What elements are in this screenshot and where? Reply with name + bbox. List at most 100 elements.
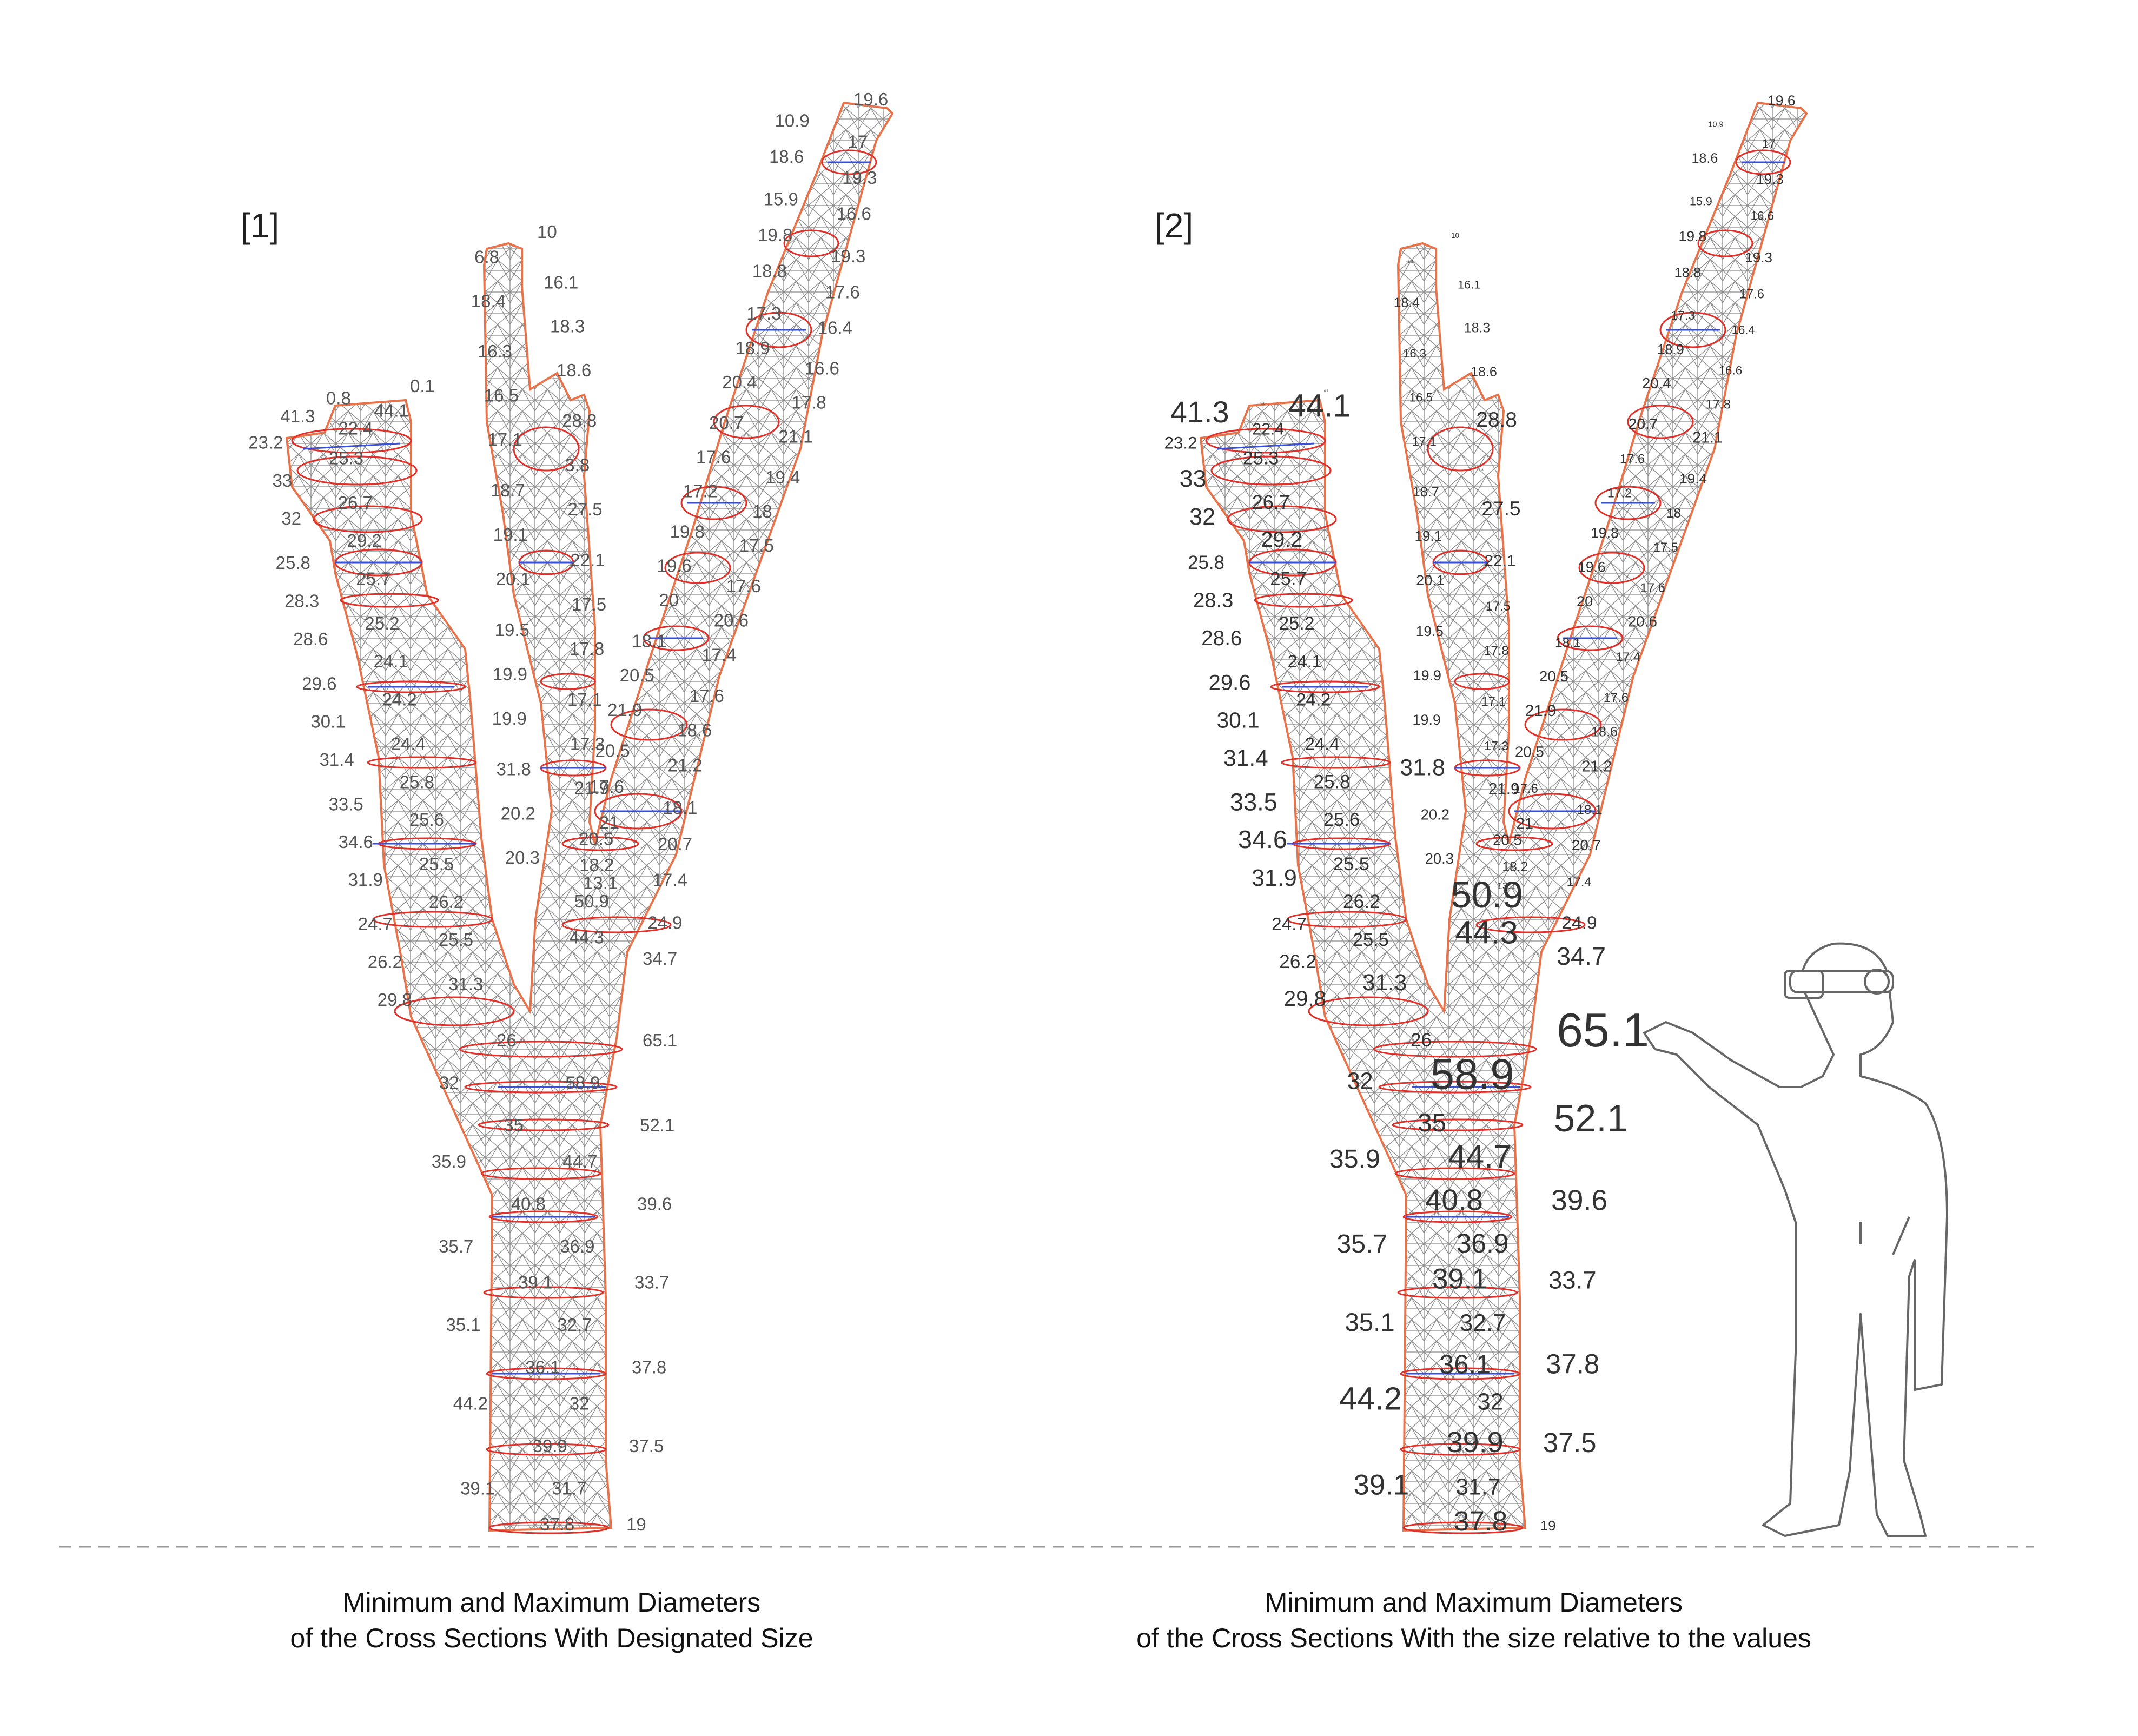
diameter-label-right-branch: 24.9	[1561, 913, 1597, 933]
diameter-label-right-branch: 44.3	[569, 927, 604, 947]
diameter-label-left-branch: 30.1	[1217, 708, 1260, 733]
diameter-label-trunk-right: 37.8	[1546, 1349, 1599, 1380]
panel-1-tag: [1]	[241, 206, 280, 245]
diameter-label-left-branch: 26.2	[1343, 891, 1380, 912]
diameter-label-right-branch: 19.4	[765, 467, 800, 487]
diameter-label-trunk-left: 39.9	[533, 1436, 567, 1456]
diameter-label-right-branch: 18.6	[1691, 151, 1718, 166]
diameter-label-middle-branch: 16.3	[1403, 347, 1426, 360]
diameter-label-right-branch: 19.8	[1678, 228, 1706, 244]
diameter-label-left-branch: 25.8	[276, 553, 310, 573]
diameter-label-left-branch: 30.1	[310, 712, 345, 732]
diameter-label-right-branch: 34.7	[1557, 942, 1606, 970]
diameter-label-trunk-left: 40.8	[511, 1194, 546, 1214]
diameter-label-right-branch: 19.6	[1768, 92, 1796, 109]
diameter-label-left-branch: 25.6	[409, 810, 444, 830]
diameter-label-right-branch: 34.7	[643, 949, 677, 969]
diameter-label-left-branch: 26.2	[1279, 951, 1316, 972]
diameter-label-right-branch: 17	[1762, 137, 1776, 151]
diameter-label-trunk-right: 44.7	[562, 1151, 597, 1171]
diameter-label-right-branch: 16.6	[1751, 209, 1775, 223]
diameter-label-right-branch: 17	[848, 132, 868, 152]
diameter-label-left-branch: 26.2	[429, 892, 464, 912]
diameter-label-left-branch: 28.6	[1201, 627, 1242, 650]
diameter-label-right-branch: 18.6	[1591, 725, 1618, 740]
diameter-label-trunk-right: 58.9	[1431, 1050, 1514, 1098]
diameter-label-middle-branch: 18.7	[491, 480, 525, 500]
diameter-label-middle-branch: 16.5	[1409, 390, 1433, 404]
diameter-label-left-branch: 29.2	[1261, 528, 1303, 552]
diameter-label-trunk-right: 36.9	[1457, 1228, 1509, 1258]
diameter-label-trunk-left: 26	[497, 1030, 517, 1050]
diameter-label-left-branch: 32	[1189, 504, 1215, 530]
diameter-label-right-branch: 21	[1516, 816, 1533, 833]
diameter-label-right-branch: 24.9	[647, 912, 682, 932]
diameter-label-trunk-left: 32	[439, 1073, 459, 1093]
diameter-label-right-branch: 19.3	[1745, 249, 1772, 266]
diameter-label-trunk-left: 35.7	[439, 1236, 473, 1256]
diameter-label-right-branch: 19.8	[670, 522, 705, 542]
diameter-label-right-branch: 20.7	[658, 834, 692, 854]
diameter-label-right-branch: 21.9	[1525, 702, 1557, 720]
diameter-label-right-branch: 17.2	[683, 481, 718, 501]
diameter-label-left-branch: 34.6	[339, 832, 373, 852]
diameter-label-right-branch: 15.9	[1690, 195, 1712, 208]
diameter-label-left-branch: 22.4	[1252, 421, 1284, 439]
diameter-label-trunk-right: 52.1	[1554, 1097, 1628, 1139]
diameter-label-left-branch: 24.7	[358, 914, 393, 934]
diameter-label-trunk-left: 44.2	[1339, 1380, 1402, 1416]
diameter-label-left-branch: 25.5	[1353, 930, 1389, 950]
diameter-label-middle-branch: 3.8	[565, 455, 590, 475]
diameter-label-trunk-left: 36.1	[1439, 1350, 1491, 1380]
diameter-label-middle-branch: 17.8	[1484, 644, 1509, 658]
diameter-label-middle-branch: 16.5	[484, 385, 519, 405]
diameter-label-left-branch: 0.8	[1260, 402, 1265, 406]
diameter-label-left-branch: 41.3	[280, 406, 315, 426]
diameter-label-middle-branch: 20.3	[1425, 850, 1454, 867]
diameter-label-middle-branch: 31.8	[1400, 755, 1445, 781]
diameter-label-right-branch: 10.9	[1708, 120, 1724, 129]
diameter-label-trunk-right: 36.9	[560, 1236, 594, 1256]
diameter-label-left-branch: 25.7	[1270, 568, 1307, 589]
diameter-label-trunk-left: 35.9	[1329, 1144, 1380, 1174]
diameter-label-right-branch: 21.2	[1582, 758, 1612, 776]
diameter-label-middle-branch: 19.1	[493, 525, 528, 545]
panel-2-caption-line-1: Minimum and Maximum Diameters	[1265, 1587, 1683, 1618]
diameter-label-left-branch: 25.3	[1243, 448, 1279, 469]
diameter-label-right-branch: 16.4	[818, 317, 852, 337]
human-figure	[1643, 942, 1948, 1537]
diameter-label-right-branch: 18.6	[769, 147, 804, 167]
diameter-label-trunk-left: 35.1	[1345, 1308, 1394, 1337]
diameter-label-left-branch: 0.1	[410, 376, 435, 396]
diameter-label-right-branch: 17.5	[739, 535, 774, 555]
diameter-label-right-branch: 20.7	[1572, 837, 1601, 853]
diameter-label-right-branch: 19.4	[1679, 471, 1707, 487]
diameter-label-trunk-left: 39.1	[1354, 1469, 1409, 1501]
diameter-label-trunk-left: 37.8	[540, 1514, 574, 1534]
panel-2-caption-line-2: of the Cross Sections With the size rela…	[1136, 1623, 1811, 1653]
diameter-label-left-branch: 25.3	[329, 448, 363, 468]
diameter-label-trunk-right: 37.5	[629, 1436, 664, 1456]
diameter-label-right-branch: 20.6	[714, 611, 749, 631]
diameter-label-left-branch: 26.7	[338, 493, 373, 513]
diameter-label-trunk-left: 35.1	[446, 1315, 480, 1335]
diameter-label-right-branch: 21.1	[1692, 429, 1722, 447]
diameter-label-middle-branch: 6.8	[1406, 259, 1413, 264]
diameter-label-right-branch: 17.4	[653, 870, 687, 890]
diameter-label-trunk-right: 39.6	[1551, 1184, 1607, 1216]
panel-2-caption: Minimum and Maximum Diameters of the Cro…	[1095, 1585, 1852, 1656]
diameter-label-right-branch: 19.6	[657, 556, 691, 576]
diameter-label-right-branch: 18	[752, 501, 772, 521]
diameter-label-trunk-right: 32	[1477, 1389, 1503, 1415]
diameter-label-middle-branch: 16.1	[1458, 277, 1480, 291]
diameter-label-trunk-left: 39.1	[460, 1478, 495, 1498]
diameter-label-middle-branch: 22.1	[570, 550, 605, 570]
diameter-label-right-branch: 17.6	[1513, 781, 1538, 796]
diameter-label-middle-branch: 6.8	[474, 247, 499, 267]
diameter-label-right-branch: 21.1	[778, 427, 813, 447]
diameter-label-left-branch: 29.8	[378, 990, 412, 1010]
diameter-label-trunk-right: 19	[1540, 1519, 1556, 1534]
diameter-label-left-branch: 41.3	[1170, 395, 1229, 429]
